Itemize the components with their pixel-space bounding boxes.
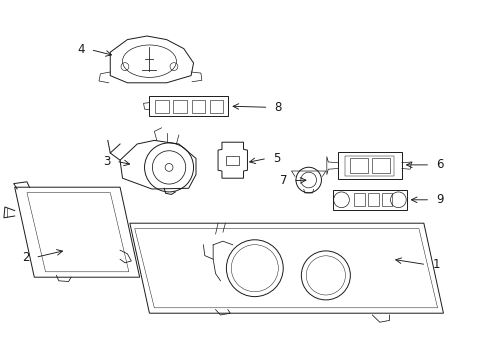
- Bar: [149, 96, 228, 116]
- Bar: [192, 100, 205, 113]
- Bar: [350, 158, 368, 173]
- Text: 2: 2: [22, 251, 29, 264]
- Bar: [338, 152, 402, 179]
- Bar: [354, 193, 365, 206]
- Bar: [382, 193, 392, 206]
- Bar: [173, 100, 187, 113]
- Text: 1: 1: [432, 258, 440, 271]
- Bar: [226, 156, 239, 165]
- Text: 8: 8: [274, 101, 282, 114]
- Text: 4: 4: [77, 43, 85, 56]
- Text: 5: 5: [273, 152, 280, 165]
- Bar: [210, 100, 223, 113]
- Bar: [333, 190, 407, 210]
- Text: 7: 7: [280, 174, 287, 187]
- Text: 3: 3: [103, 155, 110, 168]
- Bar: [155, 100, 169, 113]
- Bar: [372, 158, 390, 173]
- Bar: [345, 156, 394, 176]
- Text: 9: 9: [436, 193, 443, 206]
- Bar: [368, 193, 379, 206]
- Text: 6: 6: [436, 158, 443, 171]
